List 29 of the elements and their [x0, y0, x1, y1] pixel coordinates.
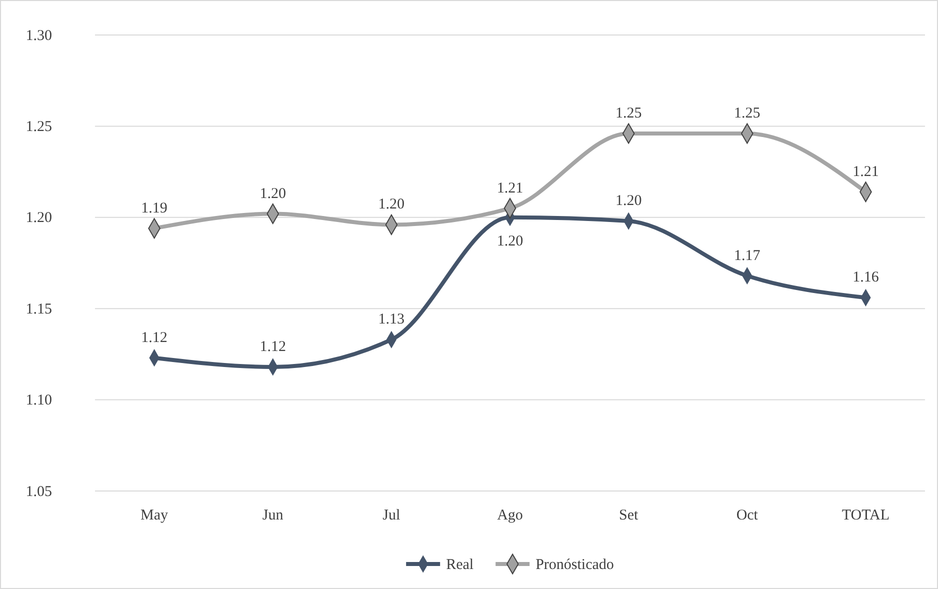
data-label: 1.19: [141, 200, 168, 216]
x-tick-label: Ago: [497, 508, 523, 524]
x-tick-label: Jul: [382, 508, 400, 524]
data-label: 1.20: [615, 193, 642, 210]
x-tick-label: Jun: [262, 508, 284, 524]
data-label: 1.20: [260, 186, 286, 202]
y-tick-label: 1.30: [26, 28, 52, 44]
y-tick-label: 1.05: [26, 484, 52, 500]
data-label: 1.12: [141, 330, 168, 346]
x-tick-label: Set: [618, 508, 639, 524]
x-tick-label: May: [140, 508, 169, 524]
data-label: 1.25: [734, 105, 760, 122]
data-label: 1.12: [260, 338, 286, 355]
data-label: 1.13: [378, 312, 405, 328]
data-label: 1.21: [852, 164, 879, 180]
x-tick-label: TOTAL: [842, 508, 890, 524]
data-label: 1.21: [496, 180, 524, 196]
data-label: 1.25: [615, 105, 642, 122]
y-tick-label: 1.10: [26, 392, 52, 409]
y-tick-label: 1.15: [26, 301, 52, 318]
legend-label: Pronósticado: [536, 557, 614, 573]
y-tick-label: 1.25: [26, 119, 52, 135]
data-label: 1.20: [496, 233, 524, 250]
legend-label: Real: [446, 557, 474, 573]
data-label: 1.16: [852, 270, 880, 286]
y-tick-label: 1.20: [26, 210, 52, 226]
x-tick-label: Oct: [736, 508, 759, 524]
data-label: 1.17: [734, 248, 761, 264]
data-label: 1.20: [378, 196, 405, 213]
